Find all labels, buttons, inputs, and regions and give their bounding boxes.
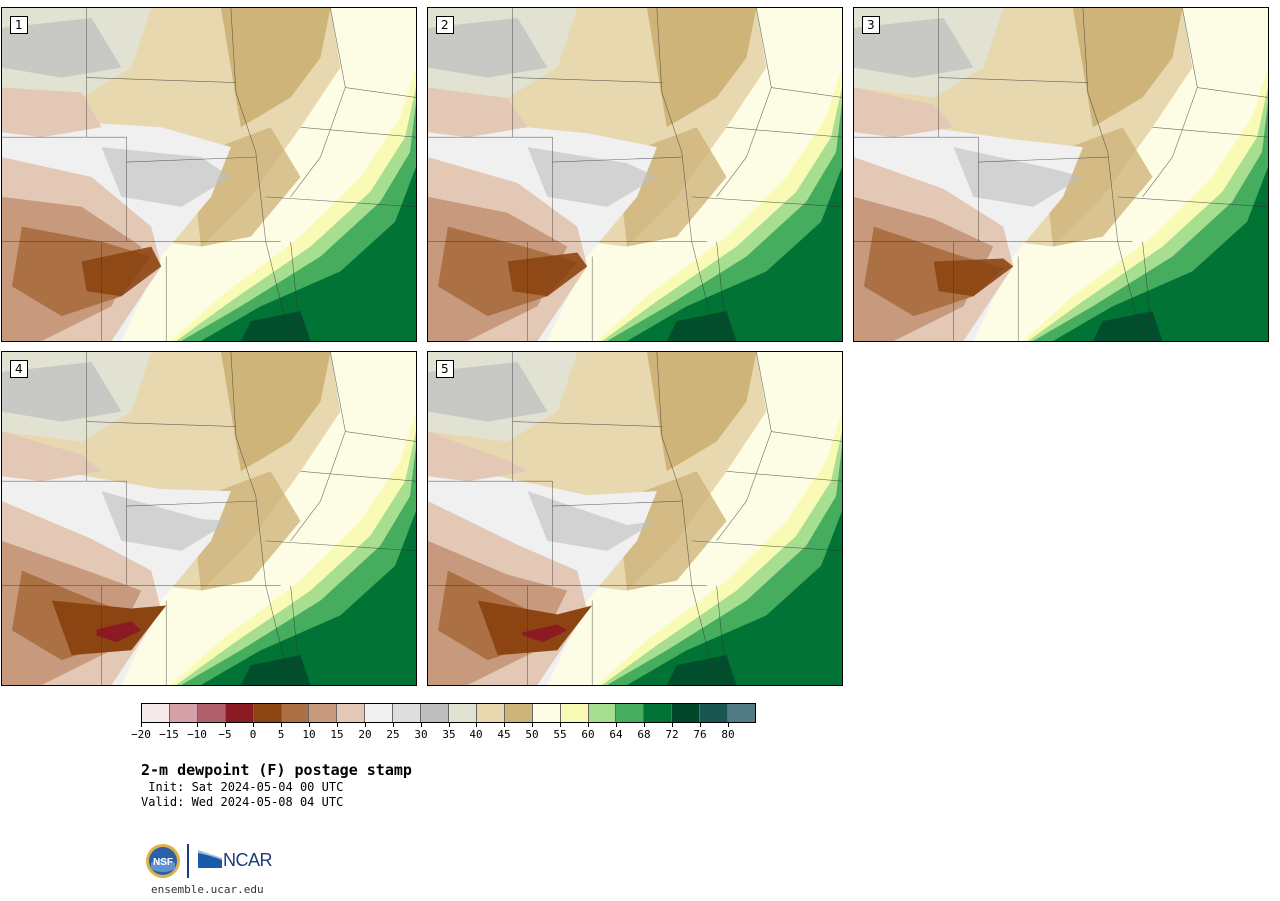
colorbar-tick (476, 723, 477, 727)
colorbar-tick-label: −20 (131, 728, 151, 741)
colorbar-tick-label: 15 (330, 728, 344, 741)
colorbar-swatch (309, 704, 338, 722)
colorbar-swatch (421, 704, 449, 722)
colorbar-tick (309, 723, 310, 727)
logo-divider (187, 844, 189, 878)
member-label-3: 3 (862, 16, 880, 34)
colorbar-tick-label: 50 (525, 728, 539, 741)
colorbar-swatch (700, 704, 729, 722)
dewpoint-field (2, 352, 416, 685)
colorbar-tick-label: 40 (469, 728, 483, 741)
colorbar-tick (365, 723, 366, 727)
colorbar-tick-label: 0 (249, 728, 257, 741)
colorbar-swatch (225, 704, 254, 722)
site-url: ensemble.ucar.edu (151, 883, 264, 896)
colorbar-swatch (728, 704, 755, 722)
colorbar-swatch (253, 704, 282, 722)
valid-time: Valid: Wed 2024-05-08 04 UTC (141, 795, 344, 809)
colorbar-tick-label: 80 (721, 728, 735, 741)
colorbar-tick (141, 723, 142, 727)
colorbar-tick-label: 30 (414, 728, 428, 741)
sponsor-logos: NSF NCAR (145, 843, 285, 879)
colorbar-tick (532, 723, 533, 727)
ncar-logo: NCAR (197, 848, 273, 874)
colorbar-swatch (476, 704, 505, 722)
colorbar-tick-label: −10 (187, 728, 207, 741)
plot-title: 2-m dewpoint (F) postage stamp (141, 761, 412, 779)
colorbar-swatch (169, 704, 198, 722)
colorbar-swatch (532, 704, 561, 722)
member-label-2: 2 (436, 16, 454, 34)
colorbar-tick (672, 723, 673, 727)
colorbar-swatch (393, 704, 422, 722)
colorbar-tick (504, 723, 505, 727)
colorbar-tick-label: 35 (442, 728, 456, 741)
member-label-1: 1 (10, 16, 28, 34)
colorbar-tick-label: 64 (609, 728, 623, 741)
nsf-logo-icon: NSF (146, 844, 180, 878)
colorbar-tick (644, 723, 645, 727)
colorbar-tick (253, 723, 254, 727)
member-map-5: 5 (427, 351, 843, 686)
dewpoint-colorbar (141, 703, 756, 723)
colorbar-tick (421, 723, 422, 727)
member-label-5: 5 (436, 360, 454, 378)
colorbar-tick-label: 25 (386, 728, 400, 741)
colorbar-tick (588, 723, 589, 727)
colorbar-tick (393, 723, 394, 727)
colorbar-swatch (588, 704, 617, 722)
colorbar-tick (225, 723, 226, 727)
member-map-3: 3 (853, 7, 1269, 342)
colorbar-tick-label: −15 (159, 728, 179, 741)
dewpoint-field (2, 8, 416, 341)
colorbar-tick (169, 723, 170, 727)
colorbar-swatch (504, 704, 533, 722)
member-map-4: 4 (1, 351, 417, 686)
colorbar-tick-label: 55 (553, 728, 567, 741)
colorbar-swatch (365, 704, 394, 722)
colorbar-tick (560, 723, 561, 727)
colorbar-swatch (672, 704, 701, 722)
colorbar-swatch (448, 704, 477, 722)
dewpoint-field (428, 352, 842, 685)
member-map-1: 1 (1, 7, 417, 342)
ncar-logo-text: NCAR (223, 850, 273, 870)
colorbar-tick-label: 60 (581, 728, 595, 741)
colorbar-swatch (281, 704, 310, 722)
colorbar-tick (337, 723, 338, 727)
colorbar-tick (616, 723, 617, 727)
colorbar-swatch (337, 704, 366, 722)
colorbar-tick-label: 72 (665, 728, 679, 741)
colorbar-swatch (616, 704, 645, 722)
colorbar-tick-label: 20 (358, 728, 372, 741)
colorbar-tick (449, 723, 450, 727)
member-label-4: 4 (10, 360, 28, 378)
colorbar-swatch (197, 704, 226, 722)
colorbar-tick-label: 10 (302, 728, 316, 741)
dewpoint-field (428, 8, 842, 341)
colorbar-tick-label: 5 (277, 728, 285, 741)
colorbar-swatch (560, 704, 589, 722)
colorbar-tick (728, 723, 729, 727)
colorbar-tick-label: 68 (637, 728, 651, 741)
colorbar-ticks: −20 −15 −10 −5 0 5 10 15 20 25 30 35 40 45 50 55 60 64 68 7… (131, 723, 756, 743)
member-map-2: 2 (427, 7, 843, 342)
colorbar-tick-label: 76 (693, 728, 707, 741)
colorbar-tick-label: −5 (218, 728, 232, 741)
colorbar-tick (700, 723, 701, 727)
colorbar-tick (281, 723, 282, 727)
colorbar-tick (197, 723, 198, 727)
init-time: Init: Sat 2024-05-04 00 UTC (141, 780, 344, 794)
colorbar-swatch (142, 704, 170, 722)
colorbar-tick-label: 45 (497, 728, 511, 741)
colorbar-swatch (644, 704, 673, 722)
dewpoint-field (854, 8, 1268, 341)
nsf-logo-text: NSF (153, 857, 173, 868)
ncar-mark-icon (198, 850, 222, 868)
